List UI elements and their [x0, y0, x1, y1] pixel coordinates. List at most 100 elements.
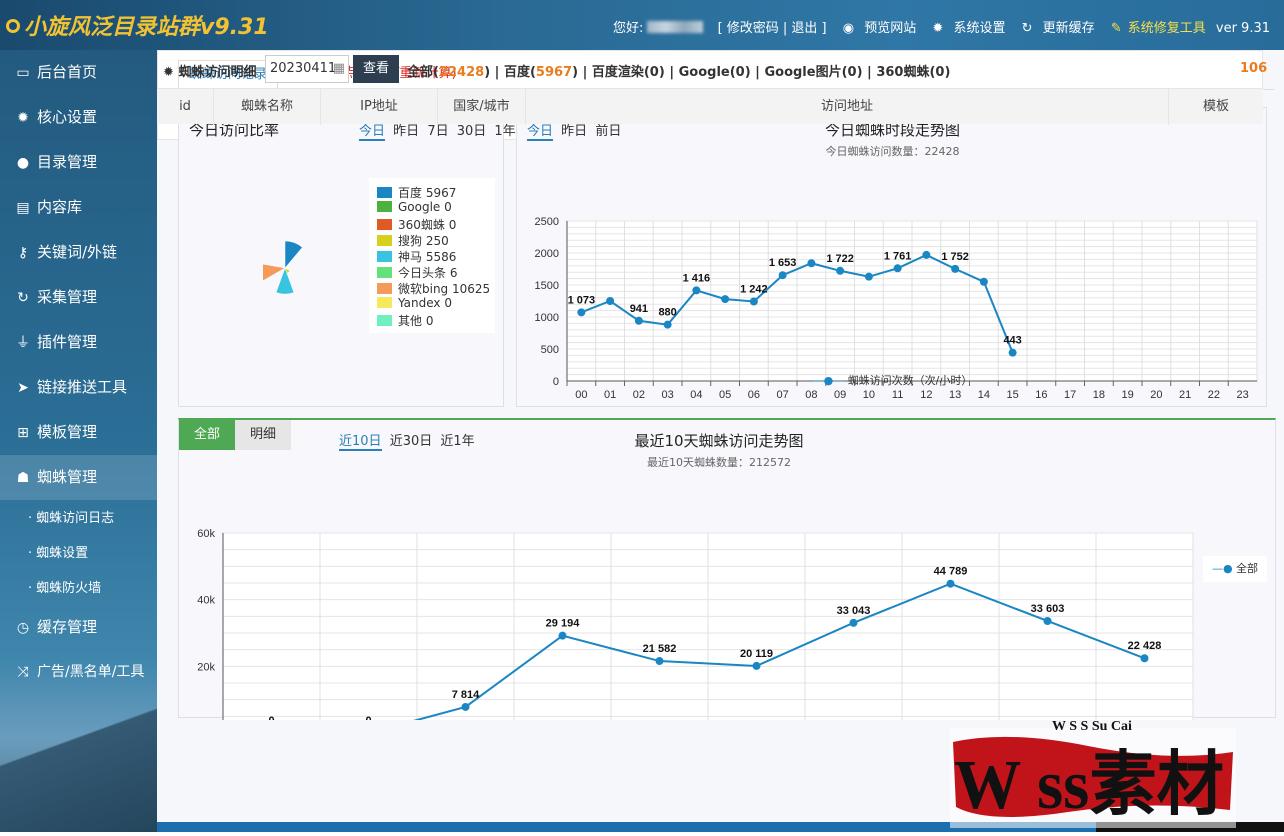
data-label: 941 — [630, 303, 648, 315]
col-country[interactable]: 国家/城市 — [438, 89, 526, 125]
col-spider-name[interactable]: 蜘蛛名称 — [214, 89, 321, 125]
pie-legend-item[interactable]: 百度 5967 — [377, 184, 456, 200]
col-id[interactable]: id — [157, 89, 214, 125]
range-30d[interactable]: 30日 — [456, 124, 487, 139]
data-point — [558, 631, 567, 640]
range-yesterday[interactable]: 昨日 — [561, 124, 588, 139]
range-7d[interactable]: 7日 — [427, 124, 449, 139]
pie-legend-item[interactable]: 360蜘蛛 0 — [377, 216, 456, 232]
account-links[interactable]: [ 修改密码 | 退出 ] — [717, 21, 827, 36]
range-1y[interactable]: 1年 — [494, 124, 516, 139]
data-label: 1 073 — [568, 294, 596, 306]
col-template[interactable]: 模板 — [1202, 99, 1229, 114]
top-bar: 小旋风泛目录站群v9.31 您好: [ 修改密码 | 退出 ] ◉ 预览网站 ✹… — [0, 0, 1284, 50]
stat-baidu-render[interactable]: 百度渲染(0) — [591, 65, 665, 80]
data-point — [893, 264, 902, 273]
col-ip[interactable]: IP地址 — [321, 89, 438, 125]
sidebar-item-plugins[interactable]: ⏚ 插件管理 — [0, 320, 157, 365]
pie-legend-item[interactable]: 今日头条 6 — [377, 264, 457, 280]
sidebar-item-spider[interactable]: ☗ 蜘蛛管理 — [0, 455, 157, 500]
tenday-title: 最近10天蜘蛛访问走势图 — [634, 432, 804, 450]
sidebar-item-core-settings[interactable]: ✹ 核心设置 — [0, 95, 157, 140]
stat-google-image[interactable]: Google图片(0) — [764, 65, 863, 80]
range-yesterday[interactable]: 昨日 — [393, 124, 420, 139]
y-tick-label: 0 — [553, 376, 559, 388]
data-point — [606, 297, 615, 305]
range-10d[interactable]: 近10日 — [339, 434, 382, 451]
col-url[interactable]: 访问地址 — [526, 89, 1169, 125]
repair-tool-link[interactable]: ✎ 系统修复工具 — [1105, 21, 1206, 36]
x-tick-label: 21 — [1179, 389, 1191, 401]
sidebar-item-push[interactable]: ➤ 链接推送工具 — [0, 365, 157, 410]
user-icon: ● — [16, 155, 30, 171]
pie-legend-item[interactable]: 搜狗 250 — [377, 232, 449, 248]
range-today[interactable]: 今日 — [527, 124, 554, 141]
sidebar-item-keywords[interactable]: ⚷ 关键词/外链 — [0, 230, 157, 275]
preview-site-link[interactable]: ◉ 预览网站 — [837, 21, 917, 36]
stat-all[interactable]: 全部(22428) — [407, 65, 490, 80]
data-label: 1 242 — [740, 284, 768, 296]
range-30d[interactable]: 近30日 — [389, 434, 433, 449]
sidebar-item-collect[interactable]: ↻ 采集管理 — [0, 275, 157, 320]
y-tick-label: 20k — [197, 661, 215, 673]
sidebar-item-cache[interactable]: ◷ 缓存管理 — [0, 605, 157, 650]
pie-legend-item[interactable]: 神马 5586 — [377, 248, 456, 264]
sidebar-item-ads[interactable]: ⤨ 广告/黑名单/工具 — [0, 650, 157, 695]
stat-baidu-label: 百度( — [503, 65, 536, 80]
stat-google[interactable]: Google(0) — [678, 65, 751, 80]
sidebar-item-directory[interactable]: ● 目录管理 — [0, 140, 157, 185]
x-tick-label: 23 — [1237, 389, 1249, 401]
range-before-yesterday[interactable]: 前日 — [595, 124, 622, 139]
sidebar: ▭ 后台首页 ✹ 核心设置 ● 目录管理 ▤ 内容库 ⚷ 关键词/外链 ↻ 采集管理 ⏚ 插件… — [0, 50, 157, 832]
stat-360[interactable]: 360蜘蛛(0) — [876, 65, 951, 80]
data-point — [946, 579, 955, 588]
gear-icon: ✹ — [17, 110, 29, 126]
system-settings-link[interactable]: ✹ 系统设置 — [926, 21, 1005, 36]
pie-legend-item[interactable]: Yandex 0 — [377, 296, 452, 312]
legend-swatch — [377, 267, 392, 278]
data-label: 21 582 — [643, 643, 677, 655]
range-today[interactable]: 今日 — [359, 124, 386, 141]
range-1y[interactable]: 近1年 — [440, 434, 475, 449]
btn-all[interactable]: 全部 — [179, 420, 235, 450]
hourly-legend[interactable]: —●— 蜘蛛访问次数（次/小时） — [517, 372, 1268, 388]
pie-legend-item[interactable]: Google 0 — [377, 200, 452, 216]
legend-swatch — [377, 283, 392, 294]
x-tick-label: 11 — [892, 389, 903, 401]
sidebar-item-content[interactable]: ▤ 内容库 — [0, 185, 157, 230]
hourly-subtitle: 今日蜘蛛访问数量：22428 — [825, 145, 960, 158]
sidebar-sub-spider-firewall[interactable]: 蜘蛛防火墙 — [0, 571, 157, 606]
bottom-scroll-bar[interactable] — [157, 822, 1096, 832]
x-tick-label: 15 — [1007, 389, 1019, 401]
pie-legend-item[interactable]: 其他 0 — [377, 312, 433, 328]
app-logo: 小旋风泛目录站群v9.31 — [6, 9, 269, 41]
update-cache-link[interactable]: ↻ 更新缓存 — [1016, 21, 1095, 36]
sidebar-background-mountain — [0, 682, 157, 832]
data-label: 1 752 — [941, 251, 969, 263]
sidebar-sub-label: 蜘蛛访问日志 — [36, 511, 115, 526]
stat-baidu[interactable]: 百度(5967) — [504, 65, 578, 80]
sidebar-item-templates[interactable]: ⊞ 模板管理 — [0, 410, 157, 455]
sidebar-sub-spider-log[interactable]: 蜘蛛访问日志 — [0, 501, 157, 536]
hourly-legend-label: 蜘蛛访问次数（次/小时） — [847, 374, 973, 387]
data-point — [864, 272, 873, 281]
tab-spider-log[interactable]: 蜘蛛访问记录 — [178, 60, 278, 90]
sidebar-item-home[interactable]: ▭ 后台首页 — [0, 50, 157, 95]
pie-legend-item[interactable]: 微软bing 10625 — [377, 280, 490, 296]
date-input[interactable]: 20230411 ▦ — [265, 55, 349, 83]
x-tick-label: 17 — [1064, 389, 1076, 401]
pie-chart — [263, 240, 303, 295]
data-point — [692, 286, 701, 295]
hourly-panel: 今日 昨日 前日 今日蜘蛛时段走势图 今日蜘蛛访问数量：22428 0 500 10… — [516, 107, 1267, 407]
x-tick-label: 02 — [633, 389, 645, 401]
sidebar-sub-label: 蜘蛛防火墙 — [36, 581, 102, 596]
data-point — [1043, 616, 1052, 625]
x-tick-label: 09 — [834, 389, 846, 401]
sidebar-sub-spider-settings[interactable]: 蜘蛛设置 — [0, 536, 157, 571]
hourly-title: 今日蜘蛛时段走势图 — [824, 121, 960, 139]
y-tick-label: 40k — [197, 595, 215, 607]
sidebar-item-label: 后台首页 — [37, 63, 98, 81]
btn-detail[interactable]: 明细 — [235, 420, 291, 450]
query-button[interactable]: 查看 — [353, 55, 399, 83]
tenday-legend[interactable]: —● 全部 — [1203, 556, 1267, 582]
